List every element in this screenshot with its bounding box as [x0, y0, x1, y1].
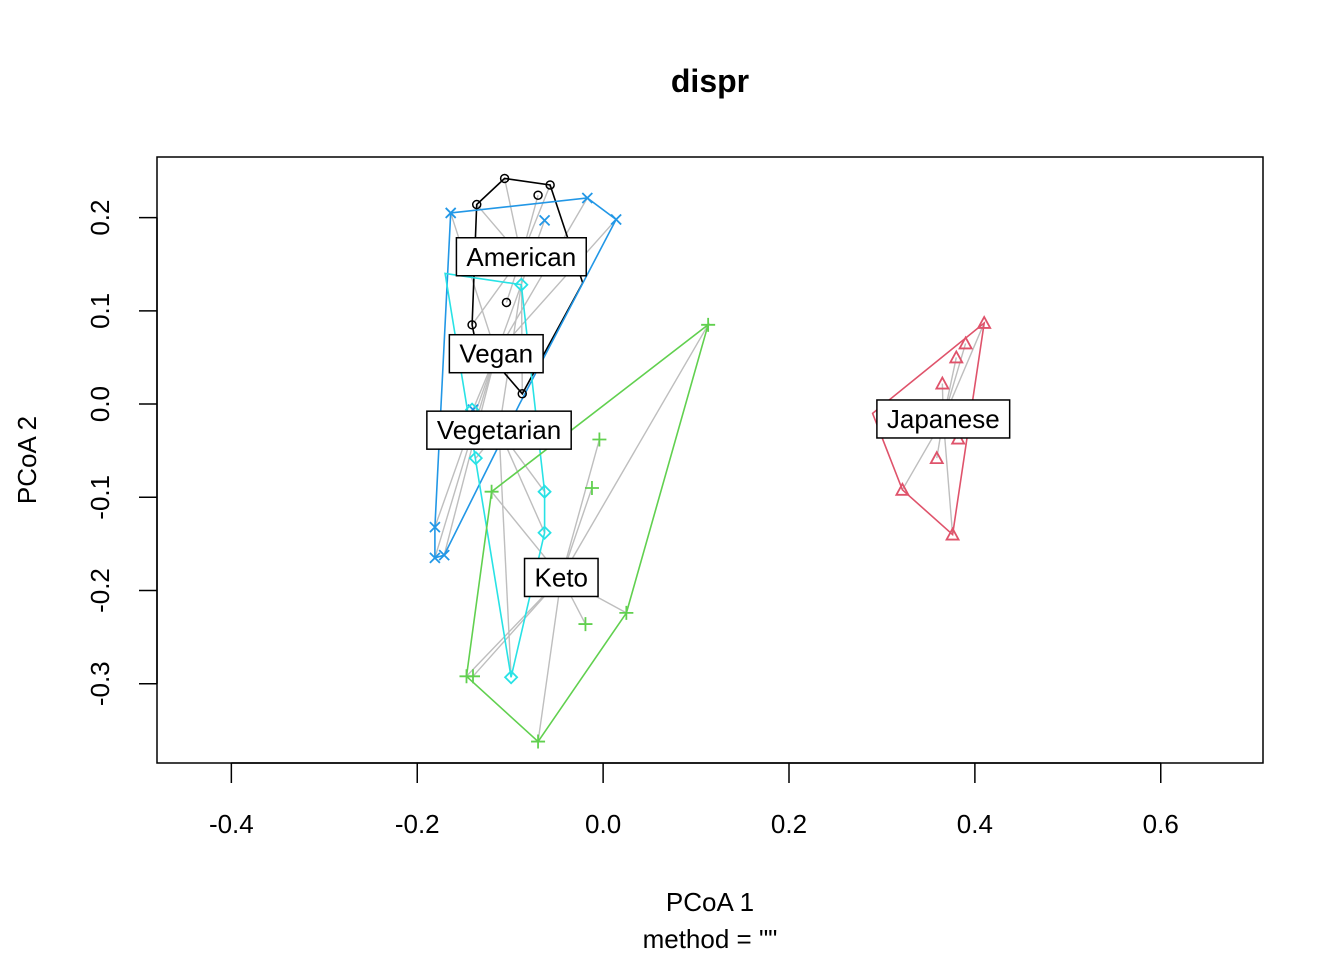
y-tick-label: 0.1 [85, 293, 115, 329]
label-box [876, 399, 1011, 439]
point-japanese [945, 526, 961, 541]
point-american [467, 320, 477, 330]
point-keto [701, 317, 716, 332]
point-vegan [445, 207, 457, 219]
spider-line-keto [560, 324, 709, 578]
point-vegan [610, 213, 622, 226]
centroid-label-japanese: Japanese [876, 399, 1011, 439]
y-axis: -0.3 -0.2 -0.1 0.0 0.1 0.2 [85, 200, 158, 706]
point-keto [592, 432, 607, 447]
plot-frame [156, 156, 1264, 764]
label-box [448, 333, 544, 374]
label-text: Vegetarian [437, 415, 561, 445]
point-japanese [948, 349, 964, 364]
x-axis: -0.4 -0.2 0.0 0.2 0.4 0.6 [209, 762, 1179, 839]
hull-japanese [871, 321, 986, 537]
x-tick-label: 0.4 [957, 809, 993, 839]
label-box [455, 237, 587, 277]
hull-keto [465, 322, 710, 743]
group-points [429, 173, 992, 749]
centroid-label-american: American [455, 237, 587, 277]
chart-title: dispr [671, 63, 749, 99]
x-tick-label: 0.0 [585, 809, 621, 839]
point-american [517, 389, 528, 399]
x-tick-label: -0.4 [209, 809, 254, 839]
y-tick-label: 0.0 [85, 386, 115, 422]
point-japanese [929, 450, 945, 465]
point-keto [531, 734, 546, 749]
point-vegetarian [537, 525, 552, 540]
centroid-label-keto: Keto [523, 557, 599, 598]
x-tick-label: 0.6 [1143, 809, 1179, 839]
label-text: American [466, 242, 576, 272]
point-american [501, 297, 512, 308]
x-tick-label: 0.2 [771, 809, 807, 839]
point-american [533, 190, 543, 200]
point-vegetarian [514, 277, 529, 292]
point-keto [578, 617, 593, 632]
point-japanese [976, 315, 992, 329]
point-vegetarian [537, 484, 552, 499]
spider-line-keto [537, 577, 562, 742]
y-tick-label: -0.2 [85, 568, 115, 613]
point-american [499, 173, 510, 184]
label-text: Japanese [887, 404, 1000, 434]
y-tick-label: 0.2 [85, 200, 115, 236]
centroid-label-vegetarian: Vegetarian [426, 410, 572, 450]
point-japanese [894, 481, 910, 496]
y-tick-label: -0.3 [85, 661, 115, 706]
point-vegan [538, 214, 551, 227]
spider-line-vegan [434, 353, 497, 559]
point-keto [619, 605, 634, 620]
label-box [426, 410, 572, 450]
spider-line-vegan [443, 353, 497, 556]
point-keto [584, 480, 599, 495]
centroid-label-vegan: Vegan [448, 333, 544, 374]
x-tick-label: -0.2 [395, 809, 440, 839]
method-subtitle: method = "" [643, 924, 778, 954]
point-keto [466, 669, 480, 684]
point-japanese [934, 375, 950, 390]
y-axis-label: PCoA 2 [12, 416, 42, 504]
point-keto [484, 484, 499, 499]
point-vegan [438, 549, 450, 561]
label-box [523, 557, 599, 598]
y-tick-label: -0.1 [85, 475, 115, 520]
point-vegetarian [468, 450, 484, 466]
point-japanese [958, 335, 974, 350]
point-vegetarian [503, 669, 519, 685]
centroid-labels: American Vegan Vegetarian Keto Japanese [426, 237, 1011, 598]
label-text: Vegan [459, 339, 533, 369]
point-vegan [581, 192, 593, 204]
label-text: Keto [535, 562, 589, 592]
spider-line-vegan [495, 218, 617, 355]
x-axis-label: PCoA 1 [666, 887, 754, 917]
spider-line-keto [560, 439, 601, 578]
point-american [471, 199, 482, 210]
point-american [545, 180, 555, 190]
point-vegan [429, 521, 441, 533]
point-vegan [429, 552, 441, 564]
